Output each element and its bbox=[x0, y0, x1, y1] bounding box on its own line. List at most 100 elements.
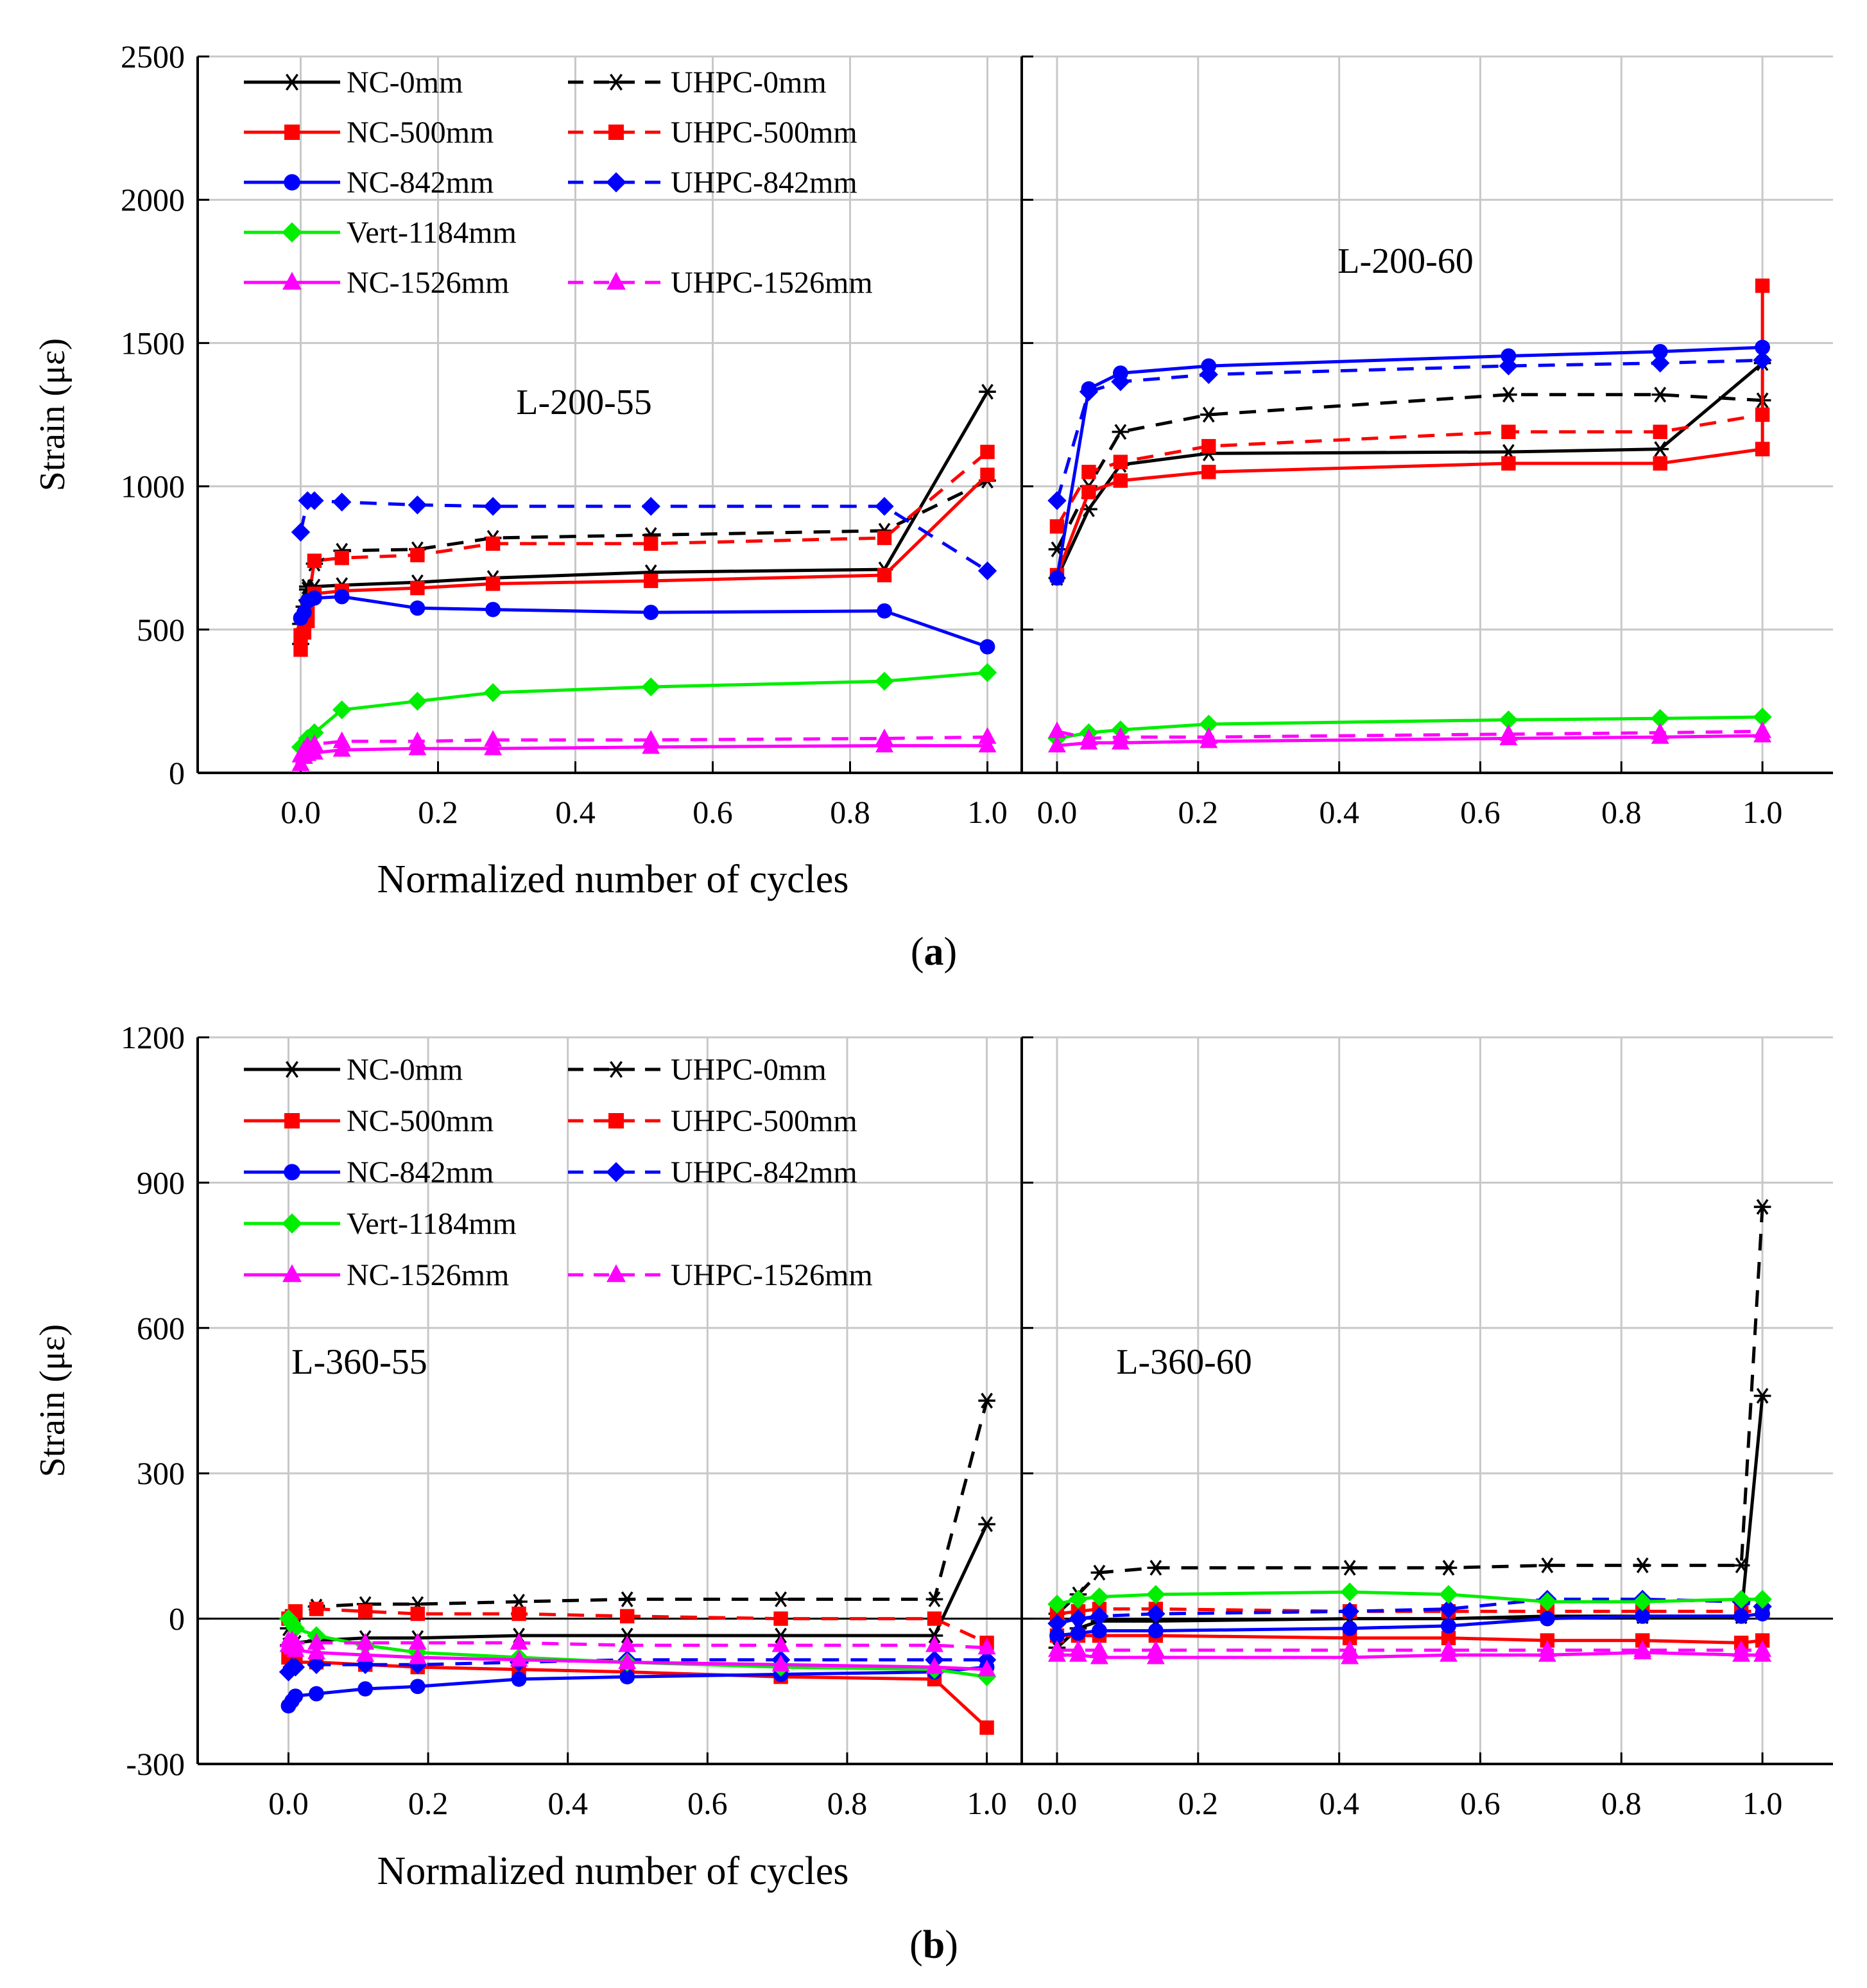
legend-item-uhpc-500mm: UHPC-500mm bbox=[568, 1104, 857, 1138]
y-tick-label: 1000 bbox=[121, 469, 185, 505]
y-tick-label: 600 bbox=[137, 1310, 185, 1346]
data-point bbox=[1069, 1589, 1088, 1609]
x-tick-label: 0.8 bbox=[830, 794, 870, 830]
data-point bbox=[408, 495, 427, 515]
series-vert-1184mm bbox=[1047, 1582, 1772, 1614]
x-tick-label: 0.6 bbox=[1460, 794, 1501, 830]
data-point bbox=[978, 727, 997, 744]
data-point bbox=[1501, 424, 1516, 439]
legend-item-nc-1526mm: NC-1526mm bbox=[244, 266, 509, 300]
data-point bbox=[309, 1602, 324, 1616]
data-point bbox=[618, 1652, 637, 1670]
data-point bbox=[877, 603, 892, 619]
legend-label: UHPC-1526mm bbox=[671, 266, 873, 300]
legend-marker bbox=[282, 272, 302, 290]
series-nc-500mm bbox=[1049, 442, 1770, 583]
data-point bbox=[356, 1632, 375, 1650]
data-point bbox=[1633, 1640, 1652, 1657]
y-tick-label: 2000 bbox=[121, 182, 185, 218]
series-uhpc-0mm bbox=[1048, 1198, 1771, 1622]
data-point bbox=[925, 1635, 943, 1652]
x-tick-label: 0.6 bbox=[693, 794, 733, 830]
subplot-l-200-60: 0.0 0.2 0.4 0.6 0.8 1.0 L-200-60 bbox=[1022, 55, 1833, 830]
x-tick-label: 0.0 bbox=[268, 1785, 309, 1821]
data-point bbox=[773, 1611, 788, 1626]
data-point bbox=[307, 553, 322, 568]
data-point bbox=[1340, 1582, 1359, 1602]
y-tick-label: 0 bbox=[169, 755, 185, 791]
data-point bbox=[1501, 456, 1516, 471]
data-point bbox=[1501, 348, 1517, 364]
legend-marker bbox=[606, 1162, 626, 1182]
data-point bbox=[927, 1611, 942, 1626]
series-vert-1184mm bbox=[279, 1609, 997, 1686]
data-point bbox=[408, 1632, 427, 1650]
data-point bbox=[1753, 721, 1772, 738]
data-point bbox=[409, 600, 426, 616]
data-point bbox=[1201, 465, 1216, 480]
x-tick-label: 0.4 bbox=[547, 1785, 588, 1821]
data-point bbox=[1111, 727, 1130, 744]
legend-item-vert-1184mm: Vert-1184mm bbox=[244, 216, 517, 250]
data-point bbox=[510, 1632, 528, 1650]
data-point bbox=[1499, 724, 1518, 741]
data-point bbox=[1753, 1388, 1771, 1404]
subplot-l-360-55: 0.0 0.2 0.4 0.6 0.8 1.0 L-360-55 bbox=[198, 1036, 1022, 1821]
legend: NC-0mm UHPC-0mm NC-500mm UHPC-500mm NC-842mm… bbox=[244, 1053, 873, 1292]
data-point bbox=[925, 1657, 943, 1674]
legend-label: UHPC-0mm bbox=[671, 1053, 827, 1087]
legend-label: UHPC-500mm bbox=[671, 116, 857, 150]
legend-item-nc-1526mm: NC-1526mm bbox=[244, 1258, 509, 1292]
data-point bbox=[1341, 1560, 1359, 1576]
x-tick-label: 0.8 bbox=[1601, 794, 1642, 830]
data-point bbox=[293, 628, 308, 643]
data-point bbox=[307, 1632, 325, 1650]
data-point bbox=[1146, 1604, 1166, 1623]
data-point bbox=[1651, 386, 1669, 403]
data-point bbox=[1753, 707, 1772, 727]
data-point bbox=[1049, 570, 1065, 586]
data-point bbox=[1081, 485, 1096, 499]
data-point bbox=[286, 1618, 305, 1638]
series-line bbox=[299, 451, 989, 636]
data-point bbox=[980, 444, 995, 460]
data-point bbox=[1049, 1606, 1065, 1621]
x-axis-title: Normalized number of cycles bbox=[377, 1849, 848, 1893]
legend: NC-0mm UHPC-0mm NC-500mm UHPC-500mm NC-842mm… bbox=[244, 65, 873, 300]
data-point bbox=[1633, 1592, 1652, 1611]
series-line bbox=[288, 1639, 987, 1650]
data-point bbox=[1090, 1564, 1108, 1581]
data-point bbox=[1049, 1628, 1065, 1643]
legend-item-uhpc-842mm: UHPC-842mm bbox=[568, 166, 857, 200]
data-point bbox=[977, 1638, 996, 1655]
data-point bbox=[1538, 1592, 1557, 1611]
series-uhpc-1526mm bbox=[291, 727, 997, 763]
data-point bbox=[772, 1591, 789, 1607]
data-point bbox=[1071, 1625, 1086, 1641]
data-point bbox=[286, 1632, 305, 1650]
data-point bbox=[1092, 1623, 1107, 1639]
legend-label: UHPC-500mm bbox=[671, 1104, 857, 1138]
legend-item-vert-1184mm: Vert-1184mm bbox=[244, 1207, 517, 1241]
data-point bbox=[771, 1635, 790, 1652]
x-tick-label: 0.0 bbox=[1037, 1785, 1078, 1821]
data-point bbox=[875, 729, 893, 745]
data-point bbox=[977, 663, 997, 682]
data-point bbox=[1653, 424, 1667, 439]
data-point bbox=[1079, 382, 1099, 401]
x-tick-label: 0.4 bbox=[1319, 794, 1359, 830]
data-point bbox=[1199, 714, 1218, 734]
data-point bbox=[484, 730, 503, 747]
data-point bbox=[1047, 1595, 1067, 1614]
legend-label: NC-0mm bbox=[347, 1053, 463, 1087]
data-point bbox=[1440, 1560, 1458, 1576]
panel-label-letter: b bbox=[923, 1923, 945, 1967]
series-nc-842mm bbox=[293, 589, 995, 655]
data-point bbox=[305, 734, 323, 751]
series-uhpc-842mm bbox=[291, 491, 997, 580]
data-point bbox=[1047, 491, 1067, 510]
data-point bbox=[356, 1645, 375, 1662]
data-point bbox=[408, 731, 427, 748]
data-point bbox=[1651, 709, 1670, 728]
